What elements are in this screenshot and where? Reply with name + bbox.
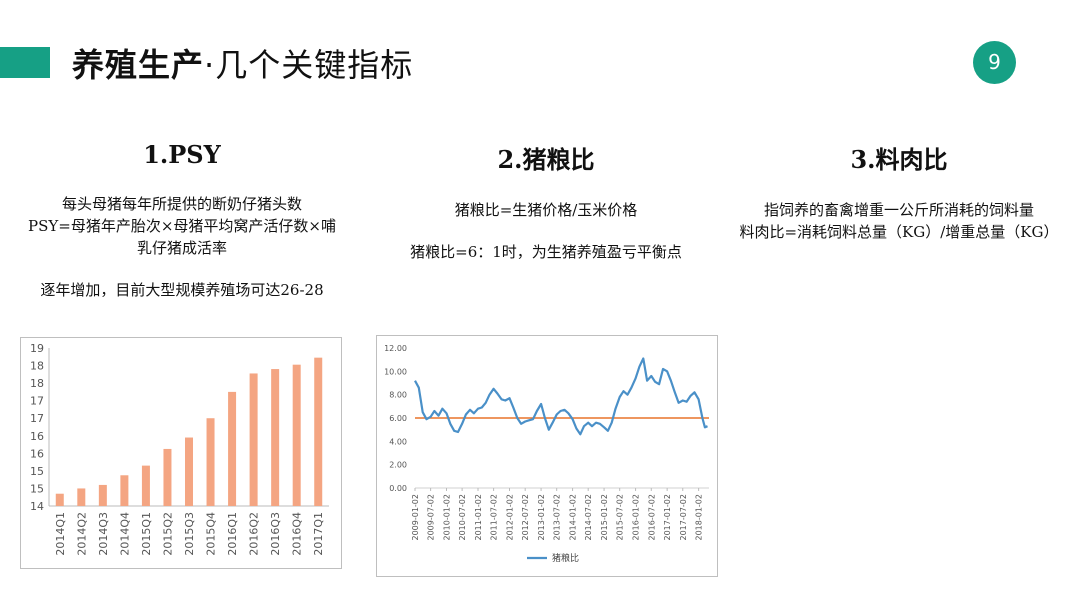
x-tick-label: 2011-01-02 [474,494,483,541]
y-tick-label: 18 [30,377,44,390]
psy-bar-chart-box: 14 15 15 16 16 17 17 18 18 19 2014Q1 2014Q2 2014Q3 20… [20,337,342,569]
bar [271,369,280,506]
page-title-main: 养殖生产 [72,46,205,84]
text-line: 猪粮比=6：1时，为生猪养殖盈亏平衡点 [410,243,682,261]
y-tick-label: 8.00 [389,391,407,400]
text-line: 乳仔猪成活率 [136,239,227,257]
page-title: 养殖生产·几个关键指标 [72,40,413,86]
y-tick-label: 16 [30,430,44,443]
y-tick-label: 14 [30,500,44,513]
x-tick-label: 2017-01-02 [663,494,672,541]
y-tick-label: 16 [30,447,44,460]
x-tick-label: 2016Q2 [248,512,261,556]
bar [206,418,215,506]
y-tick-label: 17 [30,412,44,425]
x-tick-label: 2009-01-02 [411,494,420,541]
x-tick-label: 2009-07-02 [427,494,436,541]
y-tick-label: 6.00 [389,414,407,423]
text-line: 逐年增加，目前大型规模养殖场可达26-28 [40,281,324,299]
column-title: 3.料肉比 [850,145,948,174]
x-tick-label: 2014Q1 [54,512,67,556]
bar [292,364,301,506]
pig-grain-line-chart: 0.00 2.00 4.00 6.00 8.00 10.00 12.00 2009-01-02… [384,344,709,564]
bar [55,493,64,506]
column-title: 2.猪粮比 [497,145,595,174]
x-tick-label: 2016Q1 [226,512,239,556]
bar [120,475,129,506]
psy-bar-chart: 14 15 15 16 16 17 17 18 18 19 2014Q1 2014Q2 2014Q3 20… [30,342,329,556]
x-tick-label: 2014-07-02 [584,494,593,541]
x-tick-label: 2010-01-02 [442,494,451,541]
x-tick-label: 2016-01-02 [632,494,641,541]
y-tick-label: 4.00 [389,437,407,446]
x-tick-label: 2015Q1 [140,512,153,556]
x-tick-label: 2014Q4 [118,512,131,556]
text-gap [12,259,352,279]
column-text: 每头母猪每年所提供的断奶仔猪头数 PSY=母猪年产胎次×母猪平均窝产活仔数×哺 … [12,193,352,301]
legend-label: 猪粮比 [552,552,579,564]
x-tick-label: 2015Q3 [183,512,196,556]
y-tick-label: 15 [30,465,44,478]
column-text: 猪粮比=生猪价格/玉米价格 猪粮比=6：1时，为生猪养殖盈亏平衡点 [376,199,716,263]
bar [141,465,150,506]
text-gap [376,221,716,241]
bar [249,373,258,506]
x-tick-label: 2010-07-02 [458,494,467,541]
series-line-pig-grain [414,357,708,436]
x-tick-label: 2017Q1 [312,512,325,556]
x-tick-label: 2015-01-02 [600,494,609,541]
page-title-sub: ·几个关键指标 [204,46,414,84]
x-tick-label: 2013-07-02 [553,494,562,541]
column-psy: 1.PSY 每头母猪每年所提供的断奶仔猪头数 PSY=母猪年产胎次×母猪平均窝产… [12,140,352,301]
column-text: 指饲养的畜禽增重一公斤所消耗的饲料量 料肉比=消耗饲料总量（KG）/增重总量（K… [727,199,1071,243]
x-tick-label: 2018-01-02 [695,494,704,541]
pig-grain-line-chart-box: 0.00 2.00 4.00 6.00 8.00 10.00 12.00 2009-01-02… [376,335,718,577]
y-tick-label: 2.00 [389,461,407,470]
x-tick-label: 2011-07-02 [490,494,499,541]
x-tick-label: 2016Q3 [269,512,282,556]
y-tick-label: 10.00 [384,367,407,376]
x-tick-label: 2014-01-02 [569,494,578,541]
text-line: PSY=母猪年产胎次×母猪平均窝产活仔数×哺 [28,217,336,235]
bar [98,484,107,506]
text-line: 每头母猪每年所提供的断奶仔猪头数 [61,195,302,213]
x-tick-label: 2012-01-02 [505,494,514,541]
bar [163,448,172,506]
text-line: 料肉比=消耗饲料总量（KG）/增重总量（KG） [739,223,1059,241]
column-title: 1.PSY [143,140,221,169]
page-number-badge: 9 [973,41,1016,84]
bar [185,437,193,506]
column-pig-grain-ratio: 2.猪粮比 猪粮比=生猪价格/玉米价格 猪粮比=6：1时，为生猪养殖盈亏平衡点 [376,140,716,263]
column-feed-meat-ratio: 3.料肉比 指饲养的畜禽增重一公斤所消耗的饲料量 料肉比=消耗饲料总量（KG）/… [727,140,1071,243]
x-tick-label: 2016-07-02 [647,494,656,541]
x-tick-label: 2017-07-02 [679,494,688,541]
x-tick-label: 2015Q4 [205,512,218,556]
y-tick-label: 19 [30,342,44,355]
header-accent-bar [0,47,50,78]
x-tick-label: 2015-07-02 [616,494,625,541]
x-tick-label: 2012-07-02 [521,494,530,541]
text-line: 指饲养的畜禽增重一公斤所消耗的饲料量 [763,201,1034,219]
x-tick-label: 2013-01-02 [537,494,546,541]
bar [77,488,86,506]
text-line: 猪粮比=生猪价格/玉米价格 [454,201,638,219]
x-tick-label: 2016Q4 [291,512,304,556]
y-tick-label: 12.00 [384,344,407,353]
x-tick-label: 2015Q2 [161,512,174,556]
x-tick-label: 2014Q2 [75,512,88,556]
x-tick-label: 2014Q3 [97,512,110,556]
y-tick-label: 18 [30,360,44,373]
bar [314,357,323,506]
y-tick-label: 0.00 [389,484,407,493]
y-tick-label: 17 [30,395,44,408]
y-tick-label: 15 [30,482,44,495]
bar [228,391,237,506]
